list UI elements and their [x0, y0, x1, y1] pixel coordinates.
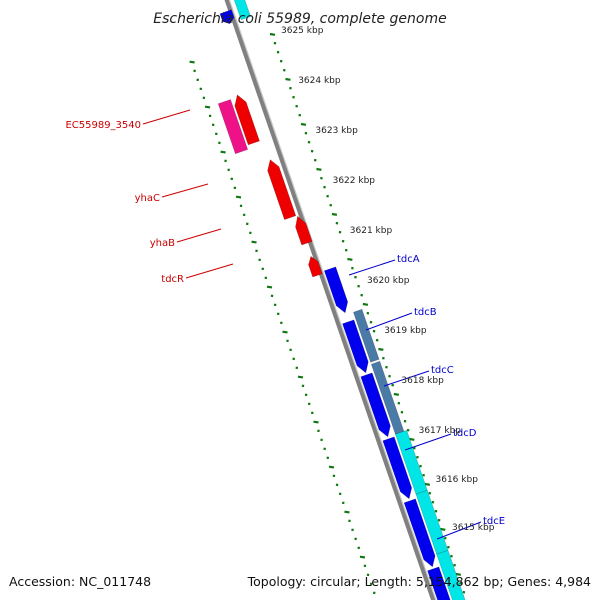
gene-label-tdcc[interactable]: tdcC — [431, 365, 454, 376]
leader-line-yhab — [177, 229, 221, 242]
inner-tick-mark — [285, 79, 290, 80]
inner-tick-mark — [347, 259, 352, 260]
outer-tick-mark — [205, 107, 210, 108]
leader-line-tdcd — [405, 434, 451, 450]
outer-tick-mark — [344, 512, 349, 513]
outer-tick-mark — [360, 557, 365, 558]
inner-tick-mark — [378, 349, 383, 350]
scale-label: 3624 kbp — [298, 76, 341, 86]
accession-text: Accession: NC_011748 — [9, 574, 151, 589]
scale-label: 3623 kbp — [315, 126, 358, 136]
scale-label: 3622 kbp — [333, 176, 376, 186]
scale-label: 3620 kbp — [367, 276, 410, 286]
leader-line-ec55989-3540 — [143, 110, 190, 124]
gene-label-yhab[interactable]: yhaB — [150, 238, 175, 249]
outer-tick-mark — [267, 287, 272, 288]
inner-tick-mark — [394, 394, 399, 395]
inner-tick-mark — [332, 214, 337, 215]
outer-tick-mark — [252, 242, 257, 243]
scale-labels: 3625 kbp 3624 kbp 3623 kbp 3622 kbp 3621 kbp… — [281, 26, 495, 533]
outer-tick-mark — [190, 62, 195, 63]
outer-tick-mark — [221, 152, 226, 153]
scale-label: 3619 kbp — [384, 326, 427, 336]
scale-label: 3615 kbp — [452, 523, 495, 533]
inner-tick-mark — [316, 169, 321, 170]
gene-label-ec55989-3540[interactable]: EC55989_3540 — [65, 120, 141, 131]
feature-labels: EC55989_3540yhaCyhaBtdcRtdcAtdcBtdcCtdcD… — [65, 120, 505, 527]
outer-tick-mark — [236, 197, 241, 198]
scale-label: 3617 kbp — [419, 426, 462, 436]
leader-line-tdca — [349, 260, 395, 275]
inner-tick-mark — [363, 304, 368, 305]
outer-tick-mark — [313, 422, 318, 423]
outer-tick-mark — [283, 332, 288, 333]
leader-line-tdcr — [186, 264, 233, 278]
scale-label: 3616 kbp — [436, 475, 479, 485]
gene-label-tdca[interactable]: tdcA — [397, 254, 420, 265]
outer-tick-mark — [329, 467, 334, 468]
inner-tick-mark — [301, 124, 306, 125]
gene-label-tdcr[interactable]: tdcR — [161, 274, 184, 285]
scale-label: 3618 kbp — [401, 376, 444, 386]
outer-tick-mark — [298, 377, 303, 378]
inner-tick-mark — [270, 34, 275, 35]
map-title: Escherichia coli 55989, complete genome — [153, 11, 446, 27]
genome-summary-text: Topology: circular; Length: 5,154,862 bp… — [248, 574, 591, 589]
leader-line-yhac — [162, 184, 208, 197]
scale-label: 3621 kbp — [350, 226, 393, 236]
gene-label-yhac[interactable]: yhaC — [135, 193, 160, 204]
label-leader-lines — [143, 110, 481, 539]
gene-label-tdcb[interactable]: tdcB — [414, 307, 437, 318]
scale-label: 3625 kbp — [281, 26, 324, 36]
